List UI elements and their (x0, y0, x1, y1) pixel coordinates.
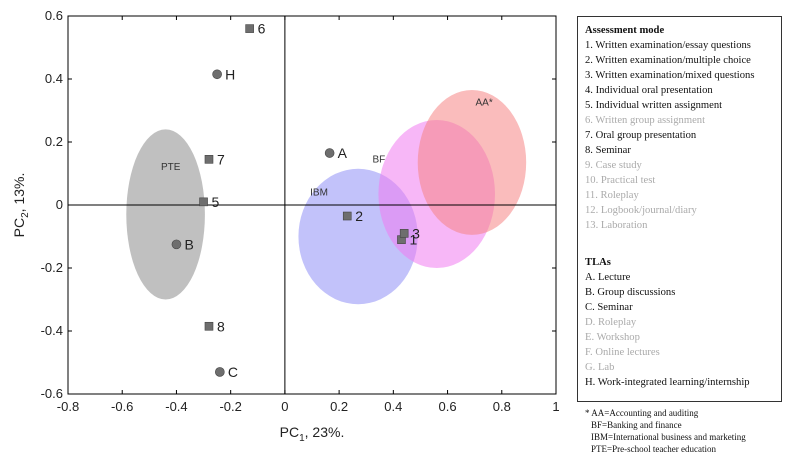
group-label: AA* (476, 98, 493, 109)
tla-point-c (215, 367, 225, 377)
note-line: PTE=Pre-school teacher education (591, 444, 717, 454)
tla-legend-item: C. Seminar (585, 302, 633, 313)
tla-point-label: C (228, 364, 238, 380)
x-tick-label: -0.8 (57, 399, 79, 414)
x-tick-label: 0 (281, 399, 288, 414)
assessment-legend-item: 7. Oral group presentation (585, 130, 697, 141)
y-tick-label: 0.6 (45, 8, 63, 23)
assessment-legend-item: 12. Logbook/journal/diary (585, 205, 697, 216)
group-label: PTE (161, 162, 181, 173)
assessment-legend-item: 13. Laboration (585, 220, 648, 231)
tla-point-h (212, 69, 222, 80)
assessment-point-label: 2 (355, 208, 363, 224)
assessment-point-label: 7 (217, 151, 225, 167)
note-line: IBM=International business and marketing (591, 432, 746, 442)
x-axis-label: PC1, 23%. (280, 424, 345, 444)
tla-point-a (324, 148, 335, 158)
tla-legend-item: A. Lecture (585, 272, 631, 283)
assessment-legend-list: 1. Written examination/essay questions 2.… (585, 38, 775, 233)
assessment-point-label: 3 (412, 225, 420, 241)
tla-point-label: H (225, 66, 235, 82)
assessment-legend-item: 6. Written group assignment (585, 115, 706, 126)
assessment-legend-item: 8. Seminar (585, 145, 631, 156)
assessment-point-2 (342, 211, 352, 221)
assessment-legend-title: Assessment mode (585, 25, 665, 36)
tla-legend-item: E. Workshop (585, 332, 640, 343)
x-tick-label: 0.6 (439, 399, 457, 414)
tla-legend-item: D. Roleplay (585, 317, 637, 328)
assessment-point-label: 8 (217, 318, 225, 334)
x-tick-label: 0.8 (493, 399, 511, 414)
tla-legend-item: G. Lab (585, 362, 615, 373)
tla-legend-item: F. Online lectures (585, 347, 660, 358)
y-tick-label: 0.4 (45, 71, 63, 86)
y-tick-label: -0.2 (41, 260, 63, 275)
assessment-legend-item: 11. Roleplay (585, 190, 639, 201)
x-tick-label: 0.4 (384, 399, 402, 414)
y-tick-label: -0.6 (41, 386, 63, 401)
note-line: * AA=Accounting and auditing (585, 408, 699, 418)
group-label: BF (372, 154, 385, 165)
x-tick-label: -0.4 (165, 399, 187, 414)
group-label: IBM (310, 187, 328, 198)
assessment-point-3 (399, 229, 409, 238)
tla-point-label: A (338, 145, 348, 161)
assessment-point-8 (204, 321, 214, 331)
assessment-point-7 (204, 155, 214, 164)
group-ellipse-pte (126, 129, 205, 300)
assessment-point-label: 6 (258, 21, 266, 37)
assessment-point-5 (199, 197, 208, 207)
assessment-legend-item: 4. Individual oral presentation (585, 85, 713, 96)
group-ellipse-aa (417, 90, 527, 235)
x-tick-label: 1 (552, 399, 559, 414)
tla-point-b (171, 239, 182, 250)
tla-legend-list: A. Lecture B. Group discussions C. Seminar… (585, 270, 775, 390)
tla-legend-item: H. Work-integrated learning/internship (585, 377, 750, 388)
y-axis-label: PC2, 13%. (11, 173, 31, 238)
note-line: BF=Banking and finance (591, 420, 682, 430)
assessment-legend-item: 1. Written examination/essay questions (585, 40, 751, 51)
assessment-point-label: 5 (212, 194, 220, 210)
assessment-point-6 (245, 24, 254, 33)
assessment-legend-item: 5. Individual written assignment (585, 100, 723, 111)
y-tick-label: 0.2 (45, 134, 63, 149)
tla-legend-item: B. Group discussions (585, 287, 676, 298)
tla-legend-title: TLAs (585, 257, 611, 268)
y-tick-label: -0.4 (41, 323, 63, 338)
assessment-legend-item: 2. Written examination/multiple choice (585, 55, 751, 66)
y-tick-label: 0 (56, 197, 63, 212)
x-tick-label: -0.2 (219, 399, 241, 414)
abbreviation-notes: * AA=Accounting and auditing BF=Banking … (585, 407, 746, 455)
assessment-point-label: 1 (409, 232, 417, 248)
legend-box: Assessment mode 1. Written examination/e… (577, 16, 782, 402)
x-tick-label: -0.6 (111, 399, 133, 414)
assessment-legend-item: 10. Practical test (585, 175, 656, 186)
assessment-legend-item: 3. Written examination/mixed questions (585, 70, 755, 81)
assessment-legend-item: 9. Case study (585, 160, 642, 171)
x-tick-label: 0.2 (330, 399, 348, 414)
tla-point-label: B (184, 236, 193, 252)
